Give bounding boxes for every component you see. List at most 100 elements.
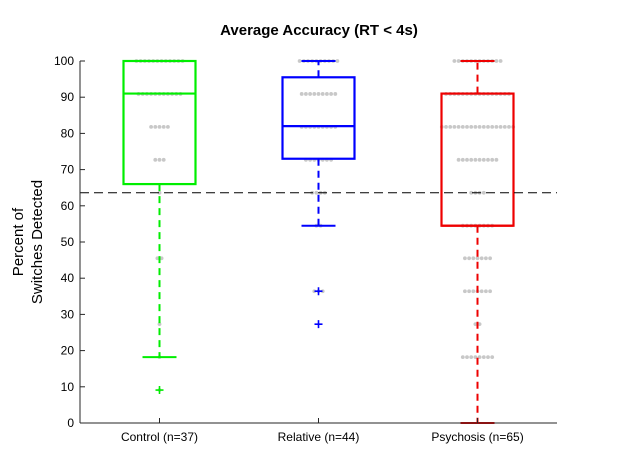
data-point <box>498 124 503 129</box>
data-point <box>471 289 476 294</box>
data-point <box>153 124 158 129</box>
y-tick-label: 60 <box>61 199 75 213</box>
data-point <box>481 355 486 360</box>
data-point <box>299 92 304 96</box>
iqr-box <box>440 92 515 227</box>
x-tick-label: Relative (n=44) <box>278 430 360 444</box>
y-tick-label: 30 <box>61 307 75 321</box>
outlier-marker <box>155 386 164 395</box>
data-point <box>481 190 486 195</box>
axes: 0 10 20 30 40 50 60 70 80 90 100 Control (n=37) Rela… <box>54 54 557 444</box>
data-point <box>490 355 495 360</box>
data-point <box>314 190 319 195</box>
data-point <box>320 92 325 96</box>
data-point <box>452 124 457 129</box>
data-point <box>304 92 308 96</box>
data-point <box>465 355 469 360</box>
data-point <box>477 355 482 360</box>
data-point <box>475 256 480 261</box>
data-point <box>479 289 484 294</box>
data-point <box>308 92 312 96</box>
y-axis-label-line-1: Percent of <box>10 207 27 276</box>
data-point <box>149 124 154 129</box>
data-point <box>159 256 164 261</box>
y-tick-label: 70 <box>61 163 75 177</box>
data-point <box>155 256 160 261</box>
y-tick-label: 50 <box>61 235 75 249</box>
data-point <box>469 190 474 195</box>
data-point <box>486 355 490 360</box>
data-point <box>488 289 492 294</box>
data-point <box>157 157 162 162</box>
data-point <box>481 124 486 129</box>
y-tick-label: 40 <box>61 271 75 285</box>
data-point <box>494 157 499 162</box>
data-point <box>316 92 321 96</box>
data-point <box>469 124 474 129</box>
data-point <box>460 124 465 129</box>
data-point <box>488 256 492 261</box>
data-point <box>490 157 495 162</box>
data-point <box>465 157 469 162</box>
data-point <box>498 59 503 63</box>
data-point <box>448 124 453 129</box>
iqr-box <box>122 59 197 186</box>
data-point <box>484 289 488 294</box>
y-tick-label: 0 <box>67 416 74 430</box>
data-point <box>486 124 490 129</box>
data-point <box>329 92 333 96</box>
data-point <box>153 157 158 162</box>
data-point <box>494 59 499 63</box>
data-point <box>473 322 478 327</box>
x-tick-label: Psychosis (n=65) <box>431 430 523 444</box>
data-point <box>460 157 465 162</box>
data-point <box>456 59 461 63</box>
data-point <box>166 124 170 129</box>
data-point <box>490 124 495 129</box>
y-axis-label-line-2: Switches Detected <box>29 180 46 304</box>
data-point <box>333 92 338 96</box>
data-point <box>473 355 478 360</box>
x-tick-label: Control (n=37) <box>121 430 198 444</box>
data-point <box>471 256 476 261</box>
data-point <box>157 124 162 129</box>
data-point <box>452 59 457 63</box>
data-point <box>157 322 162 327</box>
data-point <box>481 157 486 162</box>
data-point <box>502 124 507 129</box>
data-point <box>463 256 467 261</box>
data-point <box>161 124 166 129</box>
data-point <box>467 256 471 261</box>
y-tick-label: 10 <box>61 380 75 394</box>
data-point <box>157 190 162 195</box>
data-point <box>479 256 484 261</box>
outlier-marker <box>314 287 323 296</box>
data-point <box>456 157 461 162</box>
y-tick-label: 20 <box>61 344 75 358</box>
data-point <box>312 92 317 96</box>
data-point <box>477 157 482 162</box>
data-point <box>473 124 478 129</box>
data-point <box>477 124 482 129</box>
data-point <box>469 157 474 162</box>
data-point <box>320 289 325 294</box>
chart-title: Average Accuracy (RT < 4s) <box>220 22 418 39</box>
y-tick-label: 80 <box>61 126 75 140</box>
data-point <box>477 322 482 327</box>
data-point <box>473 157 478 162</box>
iqr-box <box>281 76 356 160</box>
data-point <box>484 256 488 261</box>
data-point <box>463 289 467 294</box>
y-axis-label: Percent of Switches Detected <box>10 180 46 304</box>
outlier-marker <box>314 320 323 329</box>
data-point <box>507 124 511 129</box>
y-tick-label: 90 <box>61 90 75 104</box>
data-point <box>460 355 465 360</box>
data-point <box>469 355 474 360</box>
data-point <box>312 289 317 294</box>
data-point <box>486 157 490 162</box>
data-point <box>467 289 471 294</box>
data-point <box>335 59 340 63</box>
data-point <box>161 157 166 162</box>
